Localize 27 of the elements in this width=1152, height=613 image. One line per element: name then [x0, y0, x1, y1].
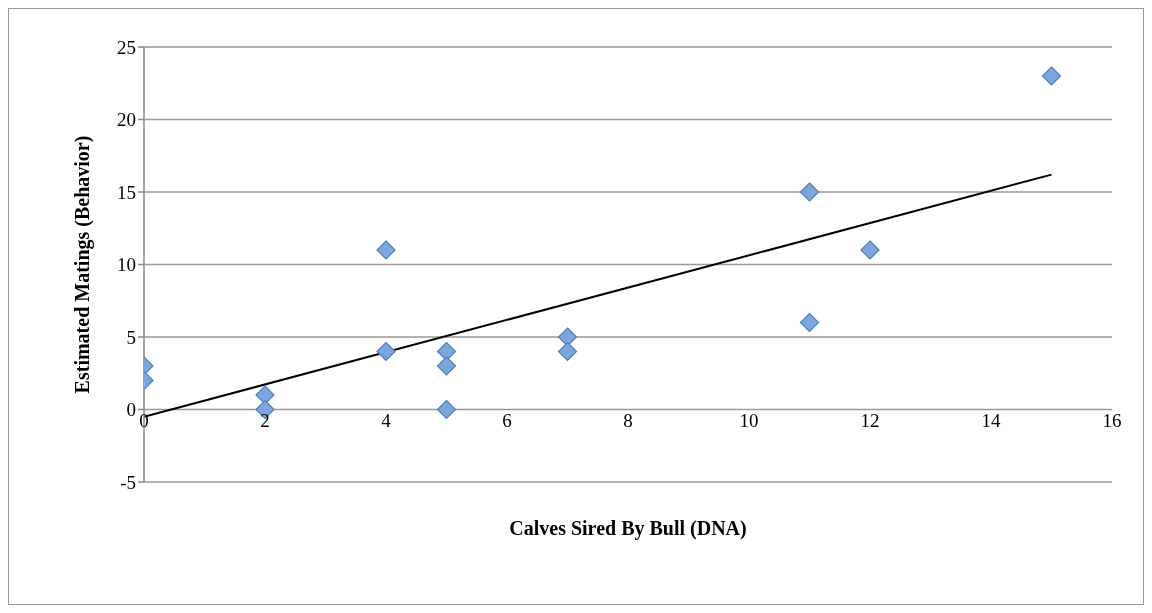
x-tick-label: 14: [981, 410, 1001, 431]
x-tick-label: 16: [1102, 410, 1122, 431]
point: [860, 240, 880, 260]
x-axis-title: Calves Sired By Bull (DNA): [509, 517, 747, 540]
point: [376, 240, 396, 260]
point: [376, 341, 396, 362]
point: [799, 312, 820, 333]
y-tick-label: 25: [117, 36, 136, 58]
point: [799, 182, 820, 202]
point: [1041, 66, 1062, 86]
y-tick-label: 5: [126, 326, 136, 348]
x-tick-label: 4: [381, 410, 392, 431]
x-tick-label: 0: [139, 410, 149, 431]
point: [557, 327, 578, 347]
point: [557, 341, 578, 362]
point: [436, 399, 457, 420]
y-tick-label: -5: [120, 471, 136, 493]
y-tick-label: 20: [117, 109, 136, 131]
x-tick-label: 12: [860, 410, 880, 431]
x-tick-label: 6: [502, 410, 512, 431]
y-tick-label: 10: [117, 254, 136, 276]
x-tick-label: 2: [260, 410, 270, 431]
y-tick-label: 15: [117, 181, 136, 203]
point: [436, 356, 457, 376]
x-tick-label: 10: [739, 410, 759, 431]
y-axis-title: Estimated Matings (Behavior): [71, 135, 95, 394]
x-tick-label: 8: [623, 410, 633, 431]
